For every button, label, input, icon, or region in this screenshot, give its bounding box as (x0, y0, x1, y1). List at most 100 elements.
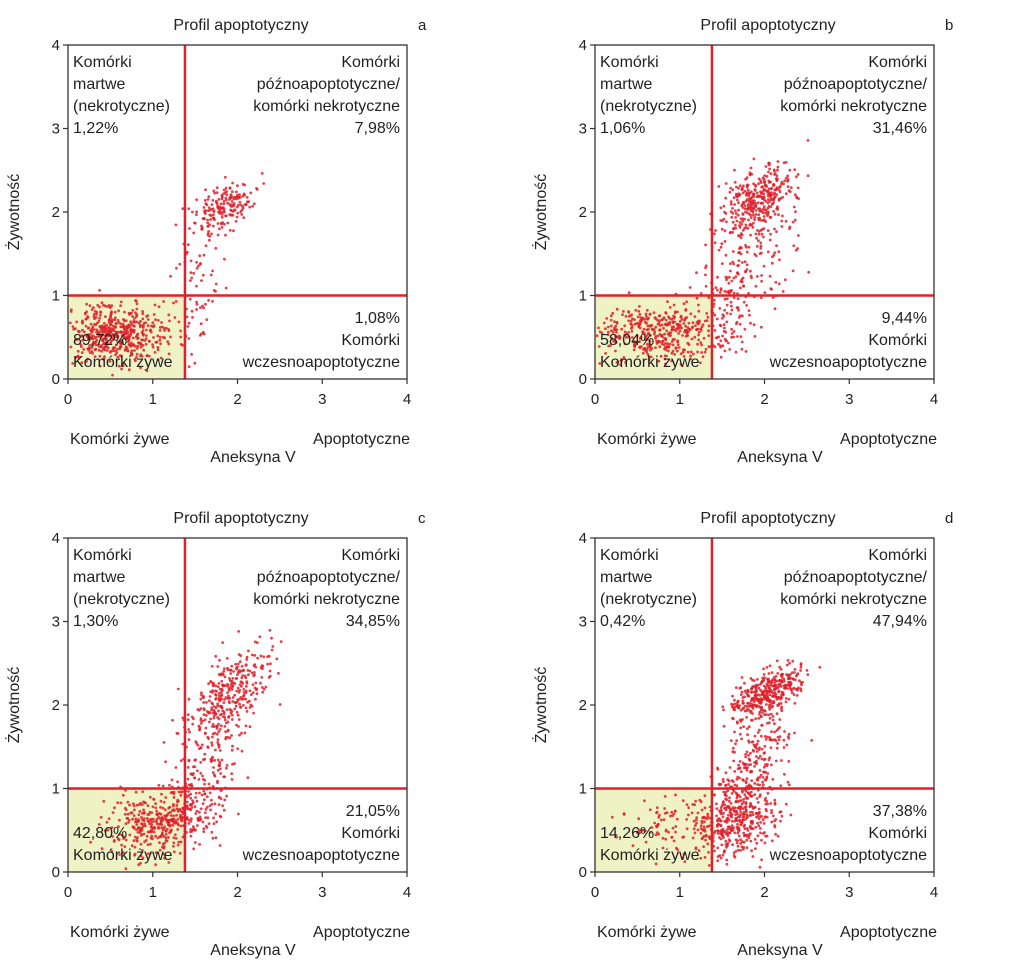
data-point (775, 244, 778, 248)
data-point (119, 330, 123, 334)
data-point (777, 213, 780, 217)
data-point (746, 833, 750, 837)
data-point (132, 839, 136, 843)
data-point (730, 779, 734, 782)
data-point (114, 353, 117, 357)
data-point (187, 321, 191, 325)
data-point (635, 334, 639, 338)
data-point (723, 290, 727, 293)
data-point (785, 683, 788, 687)
data-point (139, 861, 143, 865)
data-point (177, 840, 181, 844)
data-point (720, 843, 724, 847)
data-point (719, 245, 723, 249)
data-point (702, 336, 706, 340)
data-point (737, 763, 740, 767)
data-point (746, 791, 750, 795)
data-point (747, 739, 750, 743)
data-point (766, 210, 770, 214)
data-point (746, 226, 750, 230)
data-point (789, 673, 792, 676)
data-point (759, 773, 763, 777)
data-point (786, 780, 790, 784)
data-point (751, 819, 754, 823)
data-point (693, 831, 697, 835)
data-point (683, 317, 687, 321)
data-point (132, 317, 136, 320)
data-point (778, 810, 782, 814)
data-point (738, 732, 742, 736)
data-point (713, 241, 717, 245)
data-point (268, 669, 272, 673)
data-point (741, 191, 745, 195)
data-point (225, 193, 229, 197)
data-point (776, 160, 780, 163)
data-point (157, 812, 161, 815)
data-point (721, 344, 725, 348)
data-point (135, 838, 139, 842)
data-point (110, 304, 114, 308)
data-point (691, 836, 695, 840)
data-point (791, 220, 795, 224)
data-point (98, 288, 101, 292)
data-point (156, 836, 160, 840)
data-point (652, 311, 656, 314)
data-point (695, 271, 698, 275)
data-point (195, 284, 198, 288)
data-point (768, 274, 772, 278)
data-point (193, 765, 197, 768)
data-point (248, 689, 252, 693)
data-point (179, 329, 183, 333)
data-point (666, 300, 669, 303)
data-point (90, 328, 93, 332)
data-point (189, 834, 193, 838)
data-point (270, 636, 273, 640)
data-point (181, 742, 185, 746)
data-point (204, 726, 208, 730)
data-point (658, 314, 662, 317)
quadrant-tl-label: martwe (600, 76, 653, 93)
data-point (730, 327, 733, 331)
data-point (716, 829, 720, 833)
data-point (761, 780, 764, 784)
data-point (224, 766, 228, 770)
data-point (152, 798, 156, 801)
data-point (793, 671, 796, 674)
data-point (231, 685, 234, 688)
data-point (222, 202, 226, 206)
data-point (142, 800, 146, 804)
data-point (251, 683, 255, 686)
data-point (754, 254, 758, 258)
data-point (218, 795, 221, 799)
data-point (722, 724, 726, 728)
data-point (195, 198, 199, 202)
data-point (216, 204, 220, 208)
data-point (189, 279, 192, 282)
data-point (244, 689, 248, 693)
data-point (742, 184, 745, 188)
x-tick-label: 1 (149, 391, 157, 408)
data-point (80, 351, 84, 354)
data-point (222, 701, 226, 704)
data-point (766, 250, 770, 254)
data-point (768, 162, 771, 165)
data-point (134, 817, 138, 821)
data-point (210, 701, 214, 705)
data-point (245, 655, 249, 659)
data-point (93, 355, 97, 358)
data-point (217, 722, 220, 726)
data-point (786, 179, 790, 183)
data-point (697, 338, 700, 342)
data-point (746, 733, 749, 737)
data-point (92, 315, 96, 319)
data-point (685, 818, 688, 821)
data-point (627, 311, 631, 314)
data-point (734, 686, 738, 689)
data-point (750, 740, 754, 744)
data-point (222, 775, 226, 779)
data-point (753, 335, 757, 338)
chart-title: Profil apoptotyczny (173, 510, 308, 527)
live-region-shading (595, 295, 712, 379)
data-point (777, 683, 781, 686)
